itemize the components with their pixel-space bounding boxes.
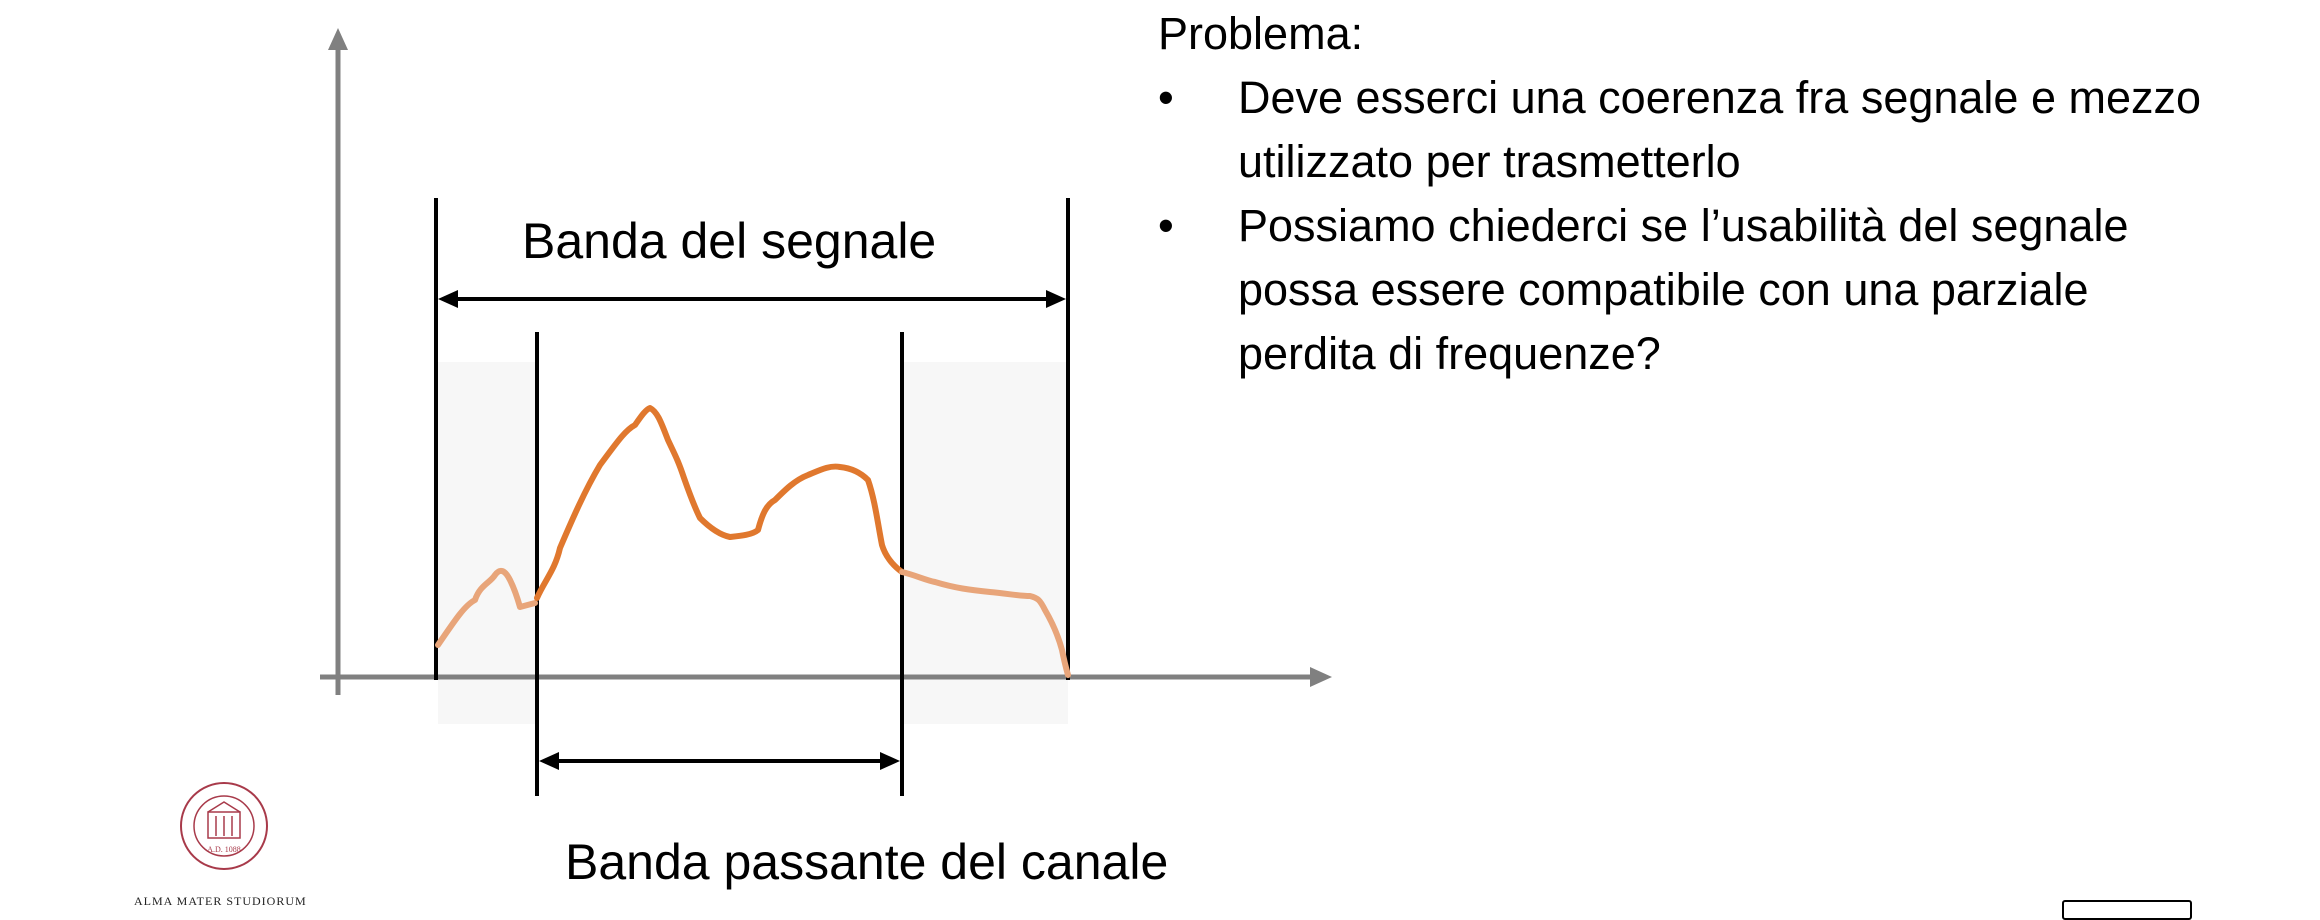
seal-text: A.D. 1088: [207, 845, 241, 854]
bullet-symbol: •: [1158, 72, 1174, 123]
signal-spectrum-lost-left: [435, 567, 538, 648]
channel-band-label: Banda passante del canale: [565, 834, 1169, 890]
x-axis-arrowhead: [1310, 667, 1332, 687]
problem-title: Problema:: [1158, 8, 1364, 59]
signal-spectrum-transmitted: [534, 405, 905, 601]
problem-bullet-list: • Deve esserci una coerenza fra segnale …: [1158, 66, 2238, 386]
bullet-text: Possiamo chiederci se l’usabilità del se…: [1238, 200, 2129, 379]
bullet-item: • Possiamo chiederci se l’usabilità del …: [1158, 194, 2238, 386]
lost-band-right: [902, 362, 1068, 724]
lost-band-left: [438, 362, 536, 724]
university-seal-icon: A.D. 1088: [180, 782, 268, 870]
signal-spectrum-lost-right: [899, 569, 1071, 678]
bullet-symbol: •: [1158, 200, 1174, 251]
channel-band-arrowhead-left: [539, 752, 559, 770]
problem-text: Problema: • Deve esserci una coerenza fr…: [1158, 0, 2238, 386]
y-axis-arrowhead: [328, 28, 348, 50]
bullet-text: Deve esserci una coerenza fra segnale e …: [1238, 72, 2202, 187]
signal-band-arrowhead-right: [1046, 290, 1066, 308]
signal-band-label: Banda del segnale: [522, 213, 937, 269]
channel-band-arrowhead-right: [880, 752, 900, 770]
institution-name: ALMA MATER STUDIORUM: [134, 894, 307, 908]
bullet-item: • Deve esserci una coerenza fra segnale …: [1158, 66, 2238, 194]
signal-band-arrowhead-left: [438, 290, 458, 308]
corner-frame: [2062, 900, 2192, 920]
